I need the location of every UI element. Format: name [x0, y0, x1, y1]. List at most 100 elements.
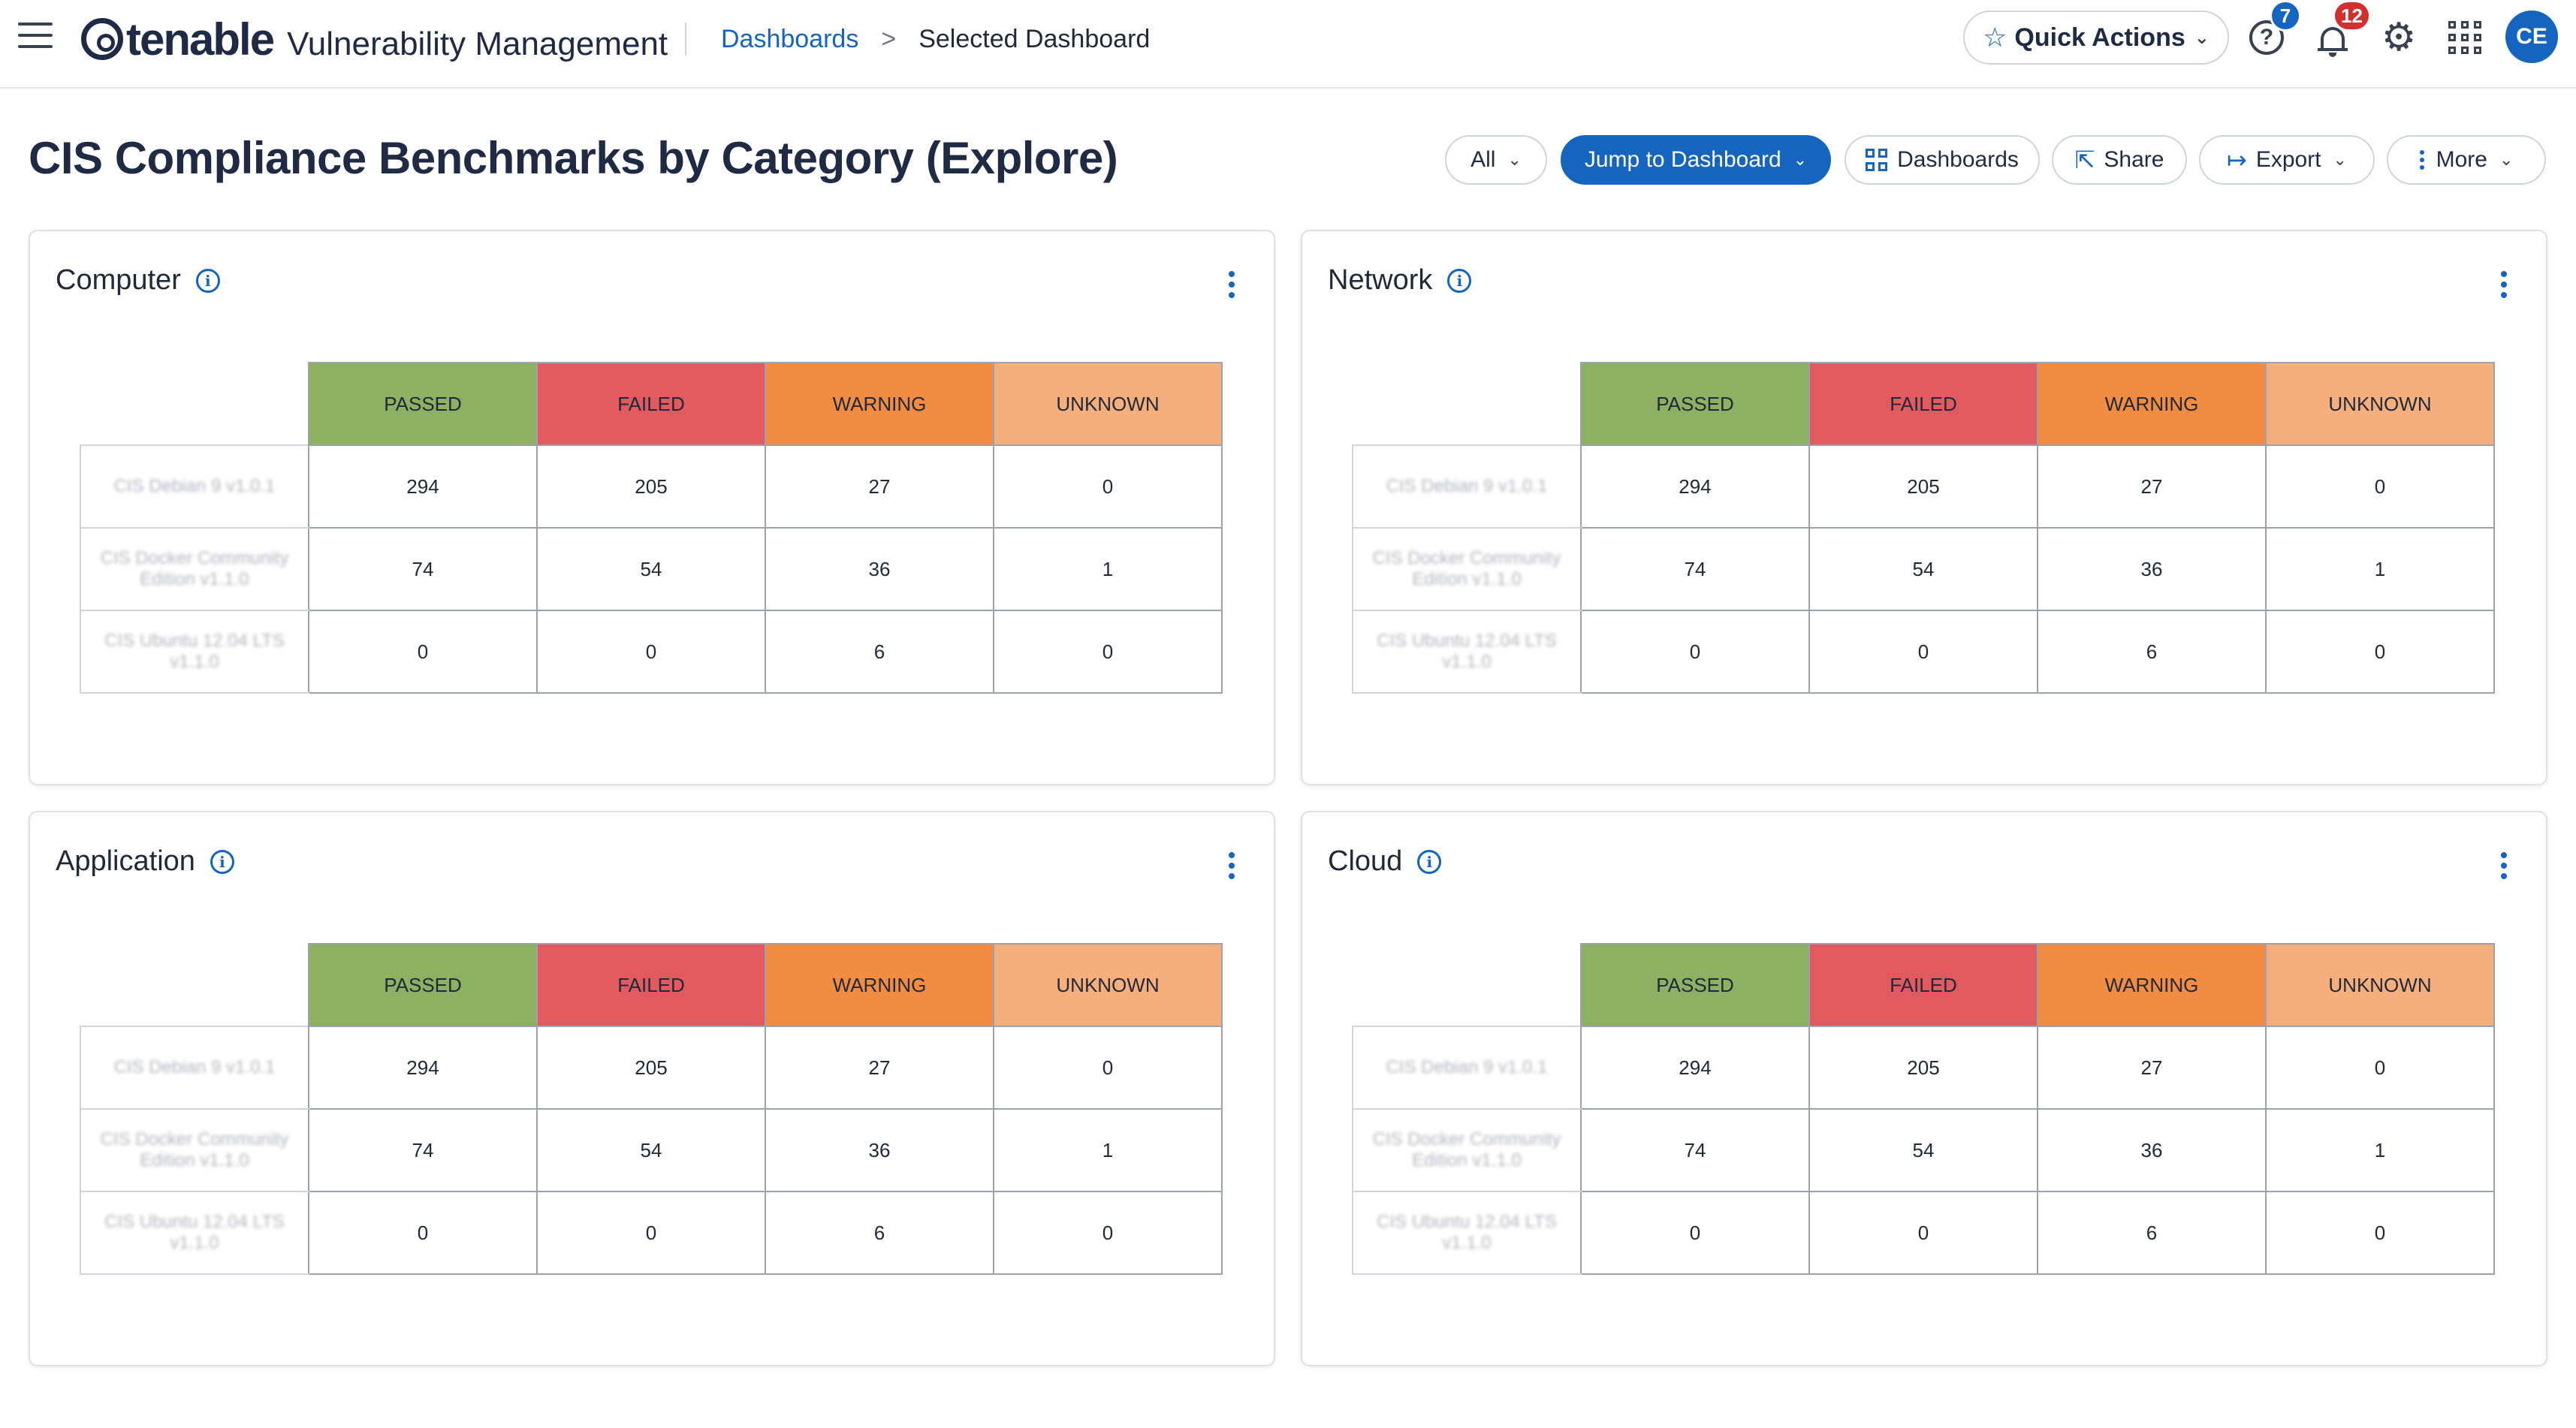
user-avatar[interactable]: CE — [2505, 11, 2558, 63]
row-label[interactable]: CIS Debian 9 v1.0.1 — [80, 1026, 309, 1110]
row-label[interactable]: CIS Debian 9 v1.0.1 — [1352, 444, 1582, 529]
cell-failed[interactable]: 0 — [1808, 1191, 2038, 1275]
export-button[interactable]: ↦ Export ⌄ — [2199, 135, 2375, 185]
cell-failed[interactable]: 205 — [1808, 1026, 2038, 1110]
row-label[interactable]: CIS Docker Community Edition v1.1.0 — [80, 1108, 309, 1192]
breadcrumb-dashboards-link[interactable]: Dashboards — [721, 24, 859, 53]
table-row[interactable]: CIS Ubuntu 12.04 LTS v1.1.0 0 0 6 0 — [1352, 610, 2495, 694]
widget-menu-kebab-icon[interactable] — [1229, 269, 1235, 300]
column-header-failed[interactable]: FAILED — [1808, 943, 2038, 1027]
row-label[interactable]: CIS Ubuntu 12.04 LTS v1.1.0 — [1352, 610, 1582, 694]
cell-warning[interactable]: 36 — [2037, 527, 2267, 611]
cell-passed[interactable]: 74 — [308, 1108, 538, 1192]
widget-menu-kebab-icon[interactable] — [2501, 850, 2507, 881]
column-header-unknown[interactable]: UNKNOWN — [993, 943, 1223, 1027]
cell-unknown[interactable]: 1 — [993, 527, 1223, 611]
cell-passed[interactable]: 0 — [308, 610, 538, 694]
row-label[interactable]: CIS Debian 9 v1.0.1 — [80, 444, 309, 529]
dashboards-button[interactable]: Dashboards — [1845, 135, 2040, 185]
cell-warning[interactable]: 6 — [765, 610, 994, 694]
row-label[interactable]: CIS Docker Community Edition v1.1.0 — [1352, 527, 1582, 611]
column-header-passed[interactable]: PASSED — [308, 943, 538, 1027]
cell-unknown[interactable]: 1 — [2265, 527, 2495, 611]
tenable-logo[interactable]: tenable Vulnerability Management — [81, 9, 668, 69]
info-icon[interactable]: i — [1447, 268, 1472, 293]
cell-passed[interactable]: 74 — [1580, 1108, 1810, 1192]
row-label[interactable]: CIS Docker Community Edition v1.1.0 — [1352, 1108, 1582, 1192]
share-button[interactable]: ⇱ Share — [2052, 135, 2187, 185]
table-row[interactable]: CIS Ubuntu 12.04 LTS v1.1.0 0 0 6 0 — [1352, 1191, 2495, 1275]
row-label[interactable]: CIS Ubuntu 12.04 LTS v1.1.0 — [80, 1191, 309, 1275]
table-row[interactable]: CIS Debian 9 v1.0.1 294 205 27 0 — [1352, 1026, 2495, 1110]
table-row[interactable]: CIS Docker Community Edition v1.1.0 74 54 3… — [80, 527, 1223, 611]
cell-failed[interactable]: 0 — [1808, 610, 2038, 694]
cell-passed[interactable]: 0 — [1580, 1191, 1810, 1275]
cell-failed[interactable]: 0 — [536, 1191, 766, 1275]
cell-unknown[interactable]: 0 — [993, 444, 1223, 529]
cell-unknown[interactable]: 0 — [993, 1026, 1223, 1110]
column-header-failed[interactable]: FAILED — [536, 362, 766, 446]
column-header-warning[interactable]: WARNING — [765, 362, 994, 446]
cell-unknown[interactable]: 0 — [2265, 444, 2495, 529]
column-header-warning[interactable]: WARNING — [765, 943, 994, 1027]
cell-passed[interactable]: 74 — [308, 527, 538, 611]
cell-unknown[interactable]: 0 — [2265, 610, 2495, 694]
cell-passed[interactable]: 294 — [308, 1026, 538, 1110]
cell-unknown[interactable]: 0 — [2265, 1191, 2495, 1275]
help-button[interactable]: ? 7 — [2246, 0, 2301, 59]
row-label[interactable]: CIS Ubuntu 12.04 LTS v1.1.0 — [80, 610, 309, 694]
filter-all-dropdown[interactable]: All ⌄ — [1445, 135, 1547, 185]
jump-to-dashboard-button[interactable]: Jump to Dashboard ⌄ — [1561, 135, 1831, 185]
cell-failed[interactable]: 205 — [536, 444, 766, 529]
cell-warning[interactable]: 6 — [2037, 610, 2267, 694]
column-header-passed[interactable]: PASSED — [1580, 362, 1810, 446]
cell-failed[interactable]: 205 — [536, 1026, 766, 1110]
widget-menu-kebab-icon[interactable] — [1229, 850, 1235, 881]
cell-failed[interactable]: 54 — [1808, 527, 2038, 611]
cell-warning[interactable]: 6 — [765, 1191, 994, 1275]
info-icon[interactable]: i — [210, 849, 234, 874]
table-row[interactable]: CIS Debian 9 v1.0.1 294 205 27 0 — [80, 1026, 1223, 1110]
info-icon[interactable]: i — [195, 268, 220, 293]
column-header-passed[interactable]: PASSED — [308, 362, 538, 446]
column-header-failed[interactable]: FAILED — [536, 943, 766, 1027]
table-row[interactable]: CIS Docker Community Edition v1.1.0 74 54 3… — [80, 1108, 1223, 1192]
cell-unknown[interactable]: 1 — [993, 1108, 1223, 1192]
column-header-passed[interactable]: PASSED — [1580, 943, 1810, 1027]
cell-failed[interactable]: 54 — [536, 1108, 766, 1192]
cell-passed[interactable]: 0 — [1580, 610, 1810, 694]
column-header-unknown[interactable]: UNKNOWN — [2265, 362, 2495, 446]
cell-passed[interactable]: 74 — [1580, 527, 1810, 611]
cell-unknown[interactable]: 0 — [2265, 1026, 2495, 1110]
cell-passed[interactable]: 294 — [1580, 444, 1810, 529]
row-label[interactable]: CIS Debian 9 v1.0.1 — [1352, 1026, 1582, 1110]
column-header-warning[interactable]: WARNING — [2037, 943, 2267, 1027]
cell-warning[interactable]: 36 — [765, 527, 994, 611]
row-label[interactable]: CIS Docker Community Edition v1.1.0 — [80, 527, 309, 611]
notifications-button[interactable]: 12 — [2312, 0, 2371, 59]
row-label[interactable]: CIS Ubuntu 12.04 LTS v1.1.0 — [1352, 1191, 1582, 1275]
table-row[interactable]: CIS Docker Community Edition v1.1.0 74 54 3… — [1352, 1108, 2495, 1192]
table-row[interactable]: CIS Debian 9 v1.0.1 294 205 27 0 — [80, 444, 1223, 529]
table-row[interactable]: CIS Docker Community Edition v1.1.0 74 54 3… — [1352, 527, 2495, 611]
cell-passed[interactable]: 0 — [308, 1191, 538, 1275]
cell-unknown[interactable]: 0 — [993, 610, 1223, 694]
cell-unknown[interactable]: 0 — [993, 1191, 1223, 1275]
cell-warning[interactable]: 27 — [2037, 444, 2267, 529]
cell-warning[interactable]: 36 — [765, 1108, 994, 1192]
table-row[interactable]: CIS Ubuntu 12.04 LTS v1.1.0 0 0 6 0 — [80, 610, 1223, 694]
cell-passed[interactable]: 294 — [308, 444, 538, 529]
cell-failed[interactable]: 54 — [536, 527, 766, 611]
cell-warning[interactable]: 36 — [2037, 1108, 2267, 1192]
column-header-failed[interactable]: FAILED — [1808, 362, 2038, 446]
column-header-unknown[interactable]: UNKNOWN — [993, 362, 1223, 446]
column-header-unknown[interactable]: UNKNOWN — [2265, 943, 2495, 1027]
cell-warning[interactable]: 27 — [2037, 1026, 2267, 1110]
app-switcher-button[interactable] — [2444, 17, 2486, 59]
cell-warning[interactable]: 27 — [765, 1026, 994, 1110]
cell-failed[interactable]: 54 — [1808, 1108, 2038, 1192]
quick-actions-button[interactable]: ☆ Quick Actions ⌄ — [1963, 11, 2229, 65]
cell-warning[interactable]: 27 — [765, 444, 994, 529]
cell-warning[interactable]: 6 — [2037, 1191, 2267, 1275]
widget-menu-kebab-icon[interactable] — [2501, 269, 2507, 300]
